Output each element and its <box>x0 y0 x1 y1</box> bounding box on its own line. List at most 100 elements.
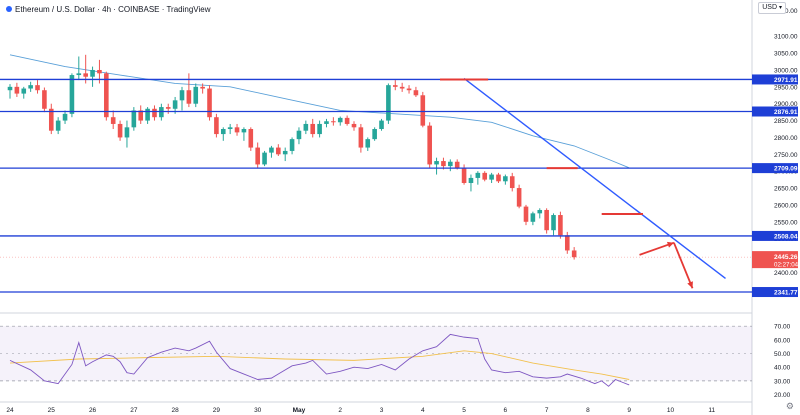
time-tick-label: 25 <box>48 407 56 414</box>
candle-body <box>571 250 577 258</box>
price-tick-label: 2950.00 <box>774 84 798 91</box>
time-tick-label: 29 <box>213 407 221 414</box>
candle-body <box>516 188 522 207</box>
candle-body <box>110 117 116 124</box>
level-badge <box>752 163 798 174</box>
candle-body <box>420 95 426 126</box>
gear-icon[interactable]: ⚙ <box>785 401 794 411</box>
candle-body <box>427 125 432 165</box>
candle-body <box>28 85 33 89</box>
price-tick-label: 2900.00 <box>774 101 798 108</box>
candle-body <box>365 139 371 148</box>
candle-body <box>317 123 322 135</box>
candle-body <box>530 213 536 222</box>
candle-body <box>503 176 508 182</box>
candle-body <box>269 147 274 153</box>
candle-body <box>138 110 144 121</box>
candle-body <box>55 120 61 131</box>
candle-body <box>537 209 543 214</box>
rsi-tick-label: 20.00 <box>774 392 791 399</box>
candle-body <box>200 86 205 89</box>
candle-body <box>152 108 157 118</box>
time-tick-label: 8 <box>586 407 590 414</box>
time-tick-label: 4 <box>421 407 425 414</box>
candle-body <box>97 69 102 74</box>
candle-body <box>90 69 95 77</box>
candle-body <box>165 107 171 109</box>
candle-body <box>413 90 419 96</box>
currency-selector[interactable]: USD ▾ <box>758 2 786 14</box>
candle-body <box>331 121 336 123</box>
price-tick-label: 2750.00 <box>774 152 798 159</box>
candle-body <box>35 85 40 91</box>
candle-body <box>551 215 556 231</box>
candle-body <box>489 174 494 180</box>
price-badges: 2971.91 2876.91 2709.09 2508.04 2341.77 2445.… <box>752 74 799 298</box>
rsi-tick-label: 40.00 <box>774 365 791 372</box>
candle-body <box>276 147 281 155</box>
candle-body <box>448 161 453 167</box>
candle-body <box>227 127 233 130</box>
price-tick-label: 2650.00 <box>774 186 798 193</box>
candle-body <box>131 110 137 128</box>
candle-body <box>124 127 130 138</box>
rsi-tick-label: 60.00 <box>774 337 791 344</box>
level-badge <box>752 287 798 298</box>
candle-body <box>558 215 563 236</box>
candle-body <box>214 117 219 135</box>
time-axis: 24 25 26 27 28 29 30 May 2 3 4 5 6 7 8 9 10 11 <box>0 401 752 414</box>
candle-body <box>344 117 350 124</box>
level-badge <box>752 230 798 241</box>
time-tick-label: 3 <box>380 407 384 414</box>
time-tick-label: 2 <box>338 407 342 414</box>
candle-body <box>179 90 185 101</box>
projection-arrow <box>673 242 694 289</box>
price-tick-label: 2400.00 <box>774 270 798 277</box>
level-badge <box>752 106 798 117</box>
candle-body <box>392 85 398 87</box>
time-tick-label: 11 <box>708 407 715 414</box>
candle-body <box>7 86 13 91</box>
time-tick-label: 7 <box>545 407 549 414</box>
candle-body <box>454 161 460 168</box>
candle-body <box>104 73 109 118</box>
candle-body <box>461 167 467 183</box>
price-tick-label: 2600.00 <box>774 202 798 209</box>
arrow-head <box>666 241 674 248</box>
level-badge-label: 2341.77 <box>774 290 798 297</box>
candle-body <box>509 176 515 189</box>
time-tick-label: 27 <box>130 407 138 414</box>
level-badge-label: 2971.91 <box>774 77 798 84</box>
candle-body <box>351 123 357 128</box>
candle-body <box>220 129 226 135</box>
countdown-label: 02:27:04 <box>774 262 799 269</box>
rsi-line <box>9 333 630 387</box>
time-tick-label: 24 <box>6 407 14 414</box>
candle-body <box>193 86 199 104</box>
candle-body <box>324 121 329 124</box>
time-tick-label: 6 <box>504 407 508 414</box>
rsi-tick-label: 50.00 <box>774 351 791 358</box>
rsi-band-fill <box>0 326 752 381</box>
level-badge <box>752 74 798 85</box>
candle-body <box>379 120 384 130</box>
candle-body <box>434 161 439 165</box>
candle-body <box>69 75 75 114</box>
candle-body <box>496 174 501 182</box>
chevron-down-icon: ▾ <box>778 5 782 11</box>
rsi-tick-label: 30.00 <box>774 378 791 385</box>
candle-body <box>406 88 412 91</box>
horizontal-levels <box>0 78 752 293</box>
candle-body <box>241 129 247 133</box>
candle-body <box>282 150 288 155</box>
candle-body <box>475 172 481 178</box>
candle-body <box>248 129 254 148</box>
level-badge-label: 2709.09 <box>774 166 798 173</box>
candle-body <box>296 130 302 140</box>
time-tick-label: 5 <box>462 407 466 414</box>
price-tick-label: 2850.00 <box>774 118 798 125</box>
candle-body <box>234 127 240 133</box>
candle-body <box>303 123 309 131</box>
candle-body <box>468 177 474 183</box>
time-tick-label: 30 <box>254 407 262 414</box>
